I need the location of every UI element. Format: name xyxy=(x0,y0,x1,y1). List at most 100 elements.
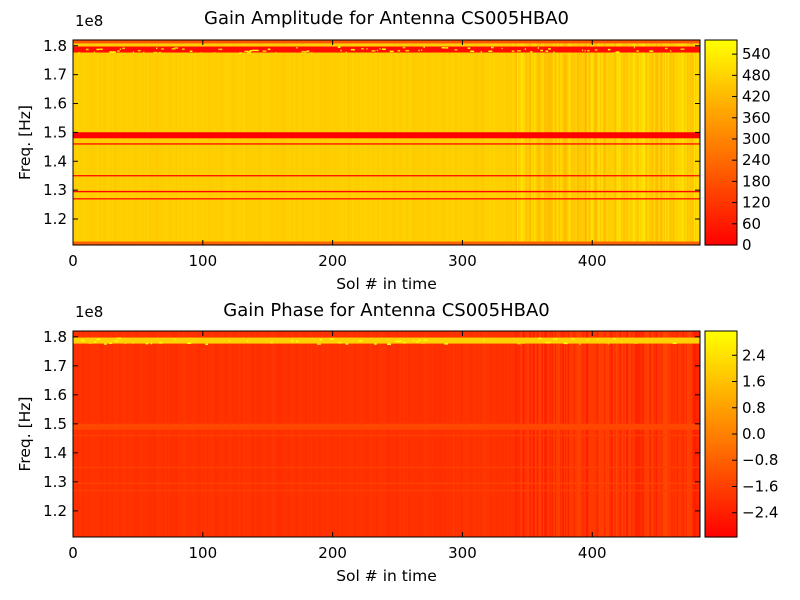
heatmap-column xyxy=(487,331,489,537)
heatmap-column xyxy=(583,40,585,245)
heatmap-column xyxy=(480,331,483,537)
heatmap-column xyxy=(196,40,199,245)
heatmap-band xyxy=(73,175,700,177)
heatmap-column xyxy=(326,40,328,245)
heatmap-column xyxy=(614,40,617,245)
heatmap-band-speckle xyxy=(187,342,192,344)
heatmap-panel-2: 0 100 200 300 400 1.2 1.3 1.4 1.5 1.6 1.7 1.8 1e8 Gai… xyxy=(16,300,778,585)
heatmap-column xyxy=(494,40,497,245)
heatmap-band-speckle xyxy=(579,343,581,345)
heatmap-column xyxy=(159,331,162,537)
heatmap-column xyxy=(337,40,340,245)
heatmap-column xyxy=(296,40,298,245)
heatmap-column xyxy=(666,331,668,537)
heatmap-column xyxy=(402,40,405,245)
heatmap-column xyxy=(289,331,292,537)
heatmap-column xyxy=(566,331,568,537)
heatmap-column xyxy=(97,40,100,245)
heatmap-column xyxy=(270,331,273,537)
heatmap-column xyxy=(681,331,684,537)
heatmap-column xyxy=(302,40,305,245)
heatmap-column xyxy=(624,331,627,537)
heatmap-column xyxy=(104,331,106,537)
heatmap-column xyxy=(549,331,552,537)
heatmap-column xyxy=(405,331,408,537)
colorbar-segment xyxy=(705,184,737,188)
heatmap-band-speckle xyxy=(516,50,521,52)
heatmap-column xyxy=(638,331,641,537)
heatmap-column xyxy=(432,331,435,537)
heatmap-column xyxy=(663,331,666,537)
heatmap-column xyxy=(518,40,520,245)
heatmap-column xyxy=(497,40,500,245)
heatmap-column xyxy=(178,40,180,245)
heatmap-column xyxy=(253,40,256,245)
heatmap-column xyxy=(183,331,186,537)
heatmap-column xyxy=(231,331,234,537)
heatmap-column xyxy=(222,331,224,537)
colorbar-segment xyxy=(705,411,737,416)
heatmap-column xyxy=(670,40,672,245)
heatmap-column xyxy=(332,331,335,537)
heatmap-column xyxy=(346,40,349,245)
heatmap-column xyxy=(468,40,471,245)
heatmap-column xyxy=(218,331,221,537)
heatmap-column xyxy=(544,331,546,537)
heatmap-column xyxy=(536,331,539,537)
heatmap-column xyxy=(75,331,78,537)
heatmap-column xyxy=(674,40,676,245)
heatmap-band-speckle xyxy=(306,50,310,52)
colorbar-segment xyxy=(705,414,737,419)
heatmap-column xyxy=(684,331,687,537)
heatmap-column xyxy=(219,331,222,537)
heatmap-column xyxy=(304,40,306,245)
heatmap-column xyxy=(650,331,653,537)
heatmap-column xyxy=(188,40,191,245)
heatmap-column xyxy=(357,331,359,537)
heatmap-column xyxy=(83,331,86,537)
heatmap-column xyxy=(100,331,102,537)
heatmap-column xyxy=(523,331,526,537)
heatmap-column xyxy=(655,331,658,537)
heatmap-column xyxy=(588,40,591,245)
heatmap-column xyxy=(439,331,441,537)
heatmap-column xyxy=(654,40,657,245)
heatmap-band-speckle xyxy=(218,48,223,51)
heatmap-column xyxy=(115,40,118,245)
heatmap-column xyxy=(507,331,510,537)
heatmap-column xyxy=(341,40,344,245)
heatmap-column xyxy=(220,40,223,245)
heatmap-band-speckle xyxy=(379,48,381,50)
heatmap-band-speckle xyxy=(98,48,103,50)
heatmap-band-speckle xyxy=(680,48,685,50)
heatmap-column xyxy=(687,40,689,245)
heatmap-column xyxy=(697,40,700,245)
heatmap-column xyxy=(165,40,167,245)
y-tick-label: 1.6 xyxy=(43,95,67,113)
heatmap-column xyxy=(676,331,679,537)
heatmap-band-speckle xyxy=(413,339,415,342)
x-tick-label: 100 xyxy=(188,252,217,270)
heatmap-column xyxy=(340,331,343,537)
heatmap-column xyxy=(466,331,469,537)
heatmap-band-speckle xyxy=(176,339,181,341)
colorbar-segment xyxy=(705,517,737,522)
heatmap-band-speckle xyxy=(594,49,598,51)
heatmap-column xyxy=(641,40,644,245)
heatmap-column xyxy=(232,331,235,537)
heatmap-column xyxy=(266,331,269,537)
heatmap-column xyxy=(550,40,553,245)
heatmap-column xyxy=(362,40,365,245)
colorbar-segment xyxy=(705,200,737,204)
heatmap-band-speckle xyxy=(605,342,608,344)
heatmap-column xyxy=(452,40,454,245)
heatmap-column xyxy=(335,331,337,537)
heatmap-column xyxy=(91,331,93,537)
heatmap-column xyxy=(150,331,153,537)
heatmap-column xyxy=(144,40,147,245)
heatmap-column xyxy=(440,40,443,245)
colorbar-segment xyxy=(705,376,737,380)
heatmap-column xyxy=(606,331,609,537)
heatmap-band-speckle xyxy=(143,51,145,54)
heatmap-column xyxy=(187,331,189,537)
